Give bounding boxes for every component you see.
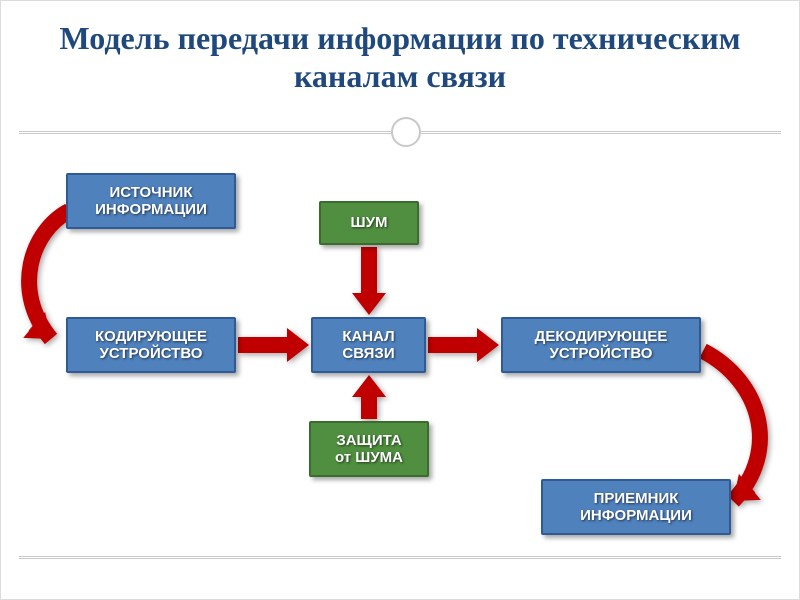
node-channel: КАНАЛСВЯЗИ [311, 317, 426, 373]
node-decoder: ДЕКОДИРУЮЩЕЕУСТРОЙСТВО [501, 317, 701, 373]
decor-line-bottom [19, 556, 781, 559]
node-encoder: КОДИРУЮЩЕЕУСТРОЙСТВО [66, 317, 236, 373]
node-receiver: ПРИЕМНИКИНФОРМАЦИИ [541, 479, 731, 535]
arrow-source-encoder [23, 211, 69, 339]
arrow-protect-channel [352, 375, 386, 419]
page-title: Модель передачи информации по технически… [41, 19, 759, 96]
node-protect: ЗАЩИТАот ШУМА [309, 421, 429, 477]
arrow-noise-channel [352, 247, 386, 315]
node-source: ИСТОЧНИКИНФОРМАЦИИ [66, 173, 236, 229]
slide: Модель передачи информации по технически… [0, 0, 800, 600]
decor-circle [391, 117, 421, 147]
arrow-channel-decoder [428, 328, 499, 362]
arrow-encoder-channel [238, 328, 309, 362]
node-noise: ШУМ [319, 201, 419, 245]
